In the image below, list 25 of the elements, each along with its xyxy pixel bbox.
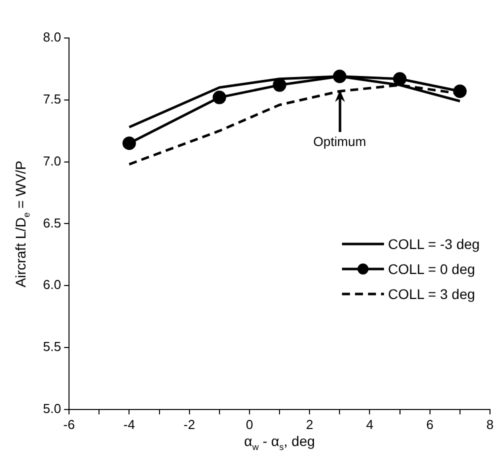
y-tick-label: 8.0 — [42, 30, 62, 45]
x-tick-label: 8 — [486, 416, 494, 432]
y-tick-label: 7.0 — [42, 153, 62, 168]
legend-label: COLL = 3 deg — [388, 286, 476, 302]
legend-label: COLL = -3 deg — [388, 236, 480, 252]
x-tick-label: 0 — [246, 416, 254, 432]
y-tick-label: 6.5 — [42, 215, 62, 230]
x-tick-label: -4 — [123, 416, 135, 432]
x-tick-label: -6 — [63, 416, 75, 432]
y-tick-label: 7.5 — [42, 91, 62, 106]
point — [212, 90, 226, 104]
point — [393, 72, 407, 86]
x-tick-label: 4 — [366, 416, 374, 432]
x-axis-title: α$_{w}$ - α$_{s}$, deg — [244, 433, 315, 452]
y-tick-label: 5.5 — [42, 339, 62, 354]
point — [272, 78, 286, 92]
x-tick-label: 2 — [306, 416, 314, 432]
legend-label: COLL = 0 deg — [388, 260, 476, 277]
point — [453, 84, 467, 98]
x-tick-label: -2 — [184, 416, 196, 432]
y-tick-label: 6.0 — [42, 277, 62, 292]
y-tick-label: 5.0 — [42, 400, 62, 416]
point — [122, 136, 136, 150]
annotation: Optimum — [313, 134, 366, 149]
x-tick-label: 6 — [426, 416, 434, 432]
